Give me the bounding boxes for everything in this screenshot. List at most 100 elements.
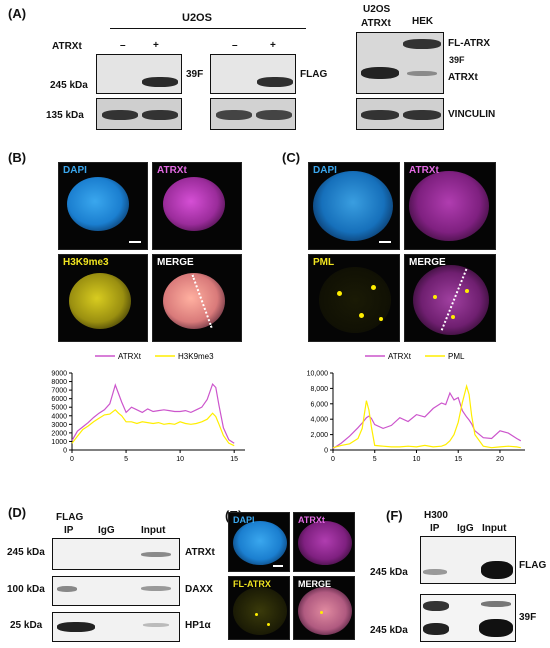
tile-label: DAPI <box>63 165 87 176</box>
lane-2-sign: + <box>153 40 159 51</box>
y-tick-label: 9000 <box>51 371 67 378</box>
d-ab-1: ATRXt <box>185 547 215 558</box>
tile-label: H3K9me3 <box>63 257 109 268</box>
panel-c-atrxt-tile: ATRXt <box>404 162 496 250</box>
y-tick-label: 0 <box>324 448 328 455</box>
atrxt-row-label: ATRXt <box>52 41 82 52</box>
d-mw-2: 100 kDa <box>7 584 45 595</box>
u2os-header-line <box>110 28 306 29</box>
panel-f-letter: (F) <box>386 508 403 523</box>
nucleus <box>319 267 391 333</box>
mw-245-label: 245 kDa <box>50 80 88 91</box>
tile-label: FL-ATRX <box>233 579 271 589</box>
pml-body <box>379 317 383 321</box>
pml-body <box>371 285 376 290</box>
blot-band <box>141 586 171 591</box>
tile-label: MERGE <box>157 257 194 268</box>
blot-band <box>407 71 437 76</box>
panel-c-letter: (C) <box>282 150 301 165</box>
pml-body <box>451 315 455 319</box>
ab-39f-small-label: 39F <box>449 55 465 65</box>
blot-band <box>403 110 441 120</box>
atrxt-band-label: ATRXt <box>448 72 478 83</box>
legend-label-atrxt: ATRXt <box>118 352 142 361</box>
panel-d-letter: (D) <box>8 505 27 520</box>
fl-atrx-label: FL-ATRX <box>448 38 491 49</box>
y-tick-label: 0 <box>63 448 67 455</box>
blot-vinculin-1 <box>96 98 182 130</box>
panel-b-h3k9me3-tile: H3K9me3 <box>58 254 148 342</box>
d-col-flag: FLAG <box>56 512 84 523</box>
nucleus <box>69 273 131 329</box>
blot-band <box>142 77 178 87</box>
scale-bar <box>129 241 141 243</box>
blot-band <box>479 619 513 637</box>
scale-bar <box>379 241 391 243</box>
nucleus <box>67 177 129 231</box>
blot-flag <box>210 54 296 94</box>
lane-4-sign: + <box>270 40 276 51</box>
x-tick-label: 0 <box>331 456 335 463</box>
f-ab-2: 39F <box>519 612 537 623</box>
blot-band <box>141 552 171 557</box>
chart-plot-area: 0 5 10 15 20 0 2,000 4,000 6,000 8,000 10,000 <box>307 371 525 463</box>
x-tick-label: 5 <box>373 456 377 463</box>
f-mw-1: 245 kDa <box>370 567 408 578</box>
x-tick-label: 5 <box>124 456 128 463</box>
nucleus <box>298 587 352 635</box>
nucleus <box>233 521 287 565</box>
nucleus <box>163 177 225 231</box>
blot-fl-atrx <box>356 32 444 94</box>
panel-e-atrxt-tile: ATRXt <box>293 512 355 572</box>
series-line-atrxt <box>71 382 235 444</box>
blot-band <box>423 601 449 611</box>
nucleus <box>413 265 489 335</box>
x-tick-label: 20 <box>496 456 504 463</box>
x-tick-label: 0 <box>70 456 74 463</box>
blot-band <box>423 623 449 635</box>
tile-label: ATRXt <box>157 165 187 176</box>
series-line-h3k9me3 <box>71 408 235 447</box>
blot-band <box>257 77 293 87</box>
d-mw-1: 245 kDa <box>7 547 45 558</box>
pml-body <box>359 313 364 318</box>
d-col-input: Input <box>141 525 166 536</box>
tile-label: DAPI <box>313 165 337 176</box>
y-tick-label: 6000 <box>51 396 67 403</box>
scale-bar <box>273 565 283 567</box>
panel-b-atrxt-tile: ATRXt <box>152 162 242 250</box>
lane-1-sign: – <box>120 40 126 51</box>
right-col1-line1: U2OS <box>363 4 391 15</box>
panel-a-letter: (A) <box>8 6 27 21</box>
blot-band <box>102 110 138 120</box>
mw-135-label: 135 kDa <box>46 110 84 121</box>
y-tick-label: 1000 <box>51 439 67 446</box>
d-ab-3: HP1α <box>185 620 211 631</box>
ab-39f-label: 39F <box>186 69 204 80</box>
x-tick-label: 15 <box>454 456 462 463</box>
blot-band <box>423 569 447 575</box>
right-col1-line2: ATRXt <box>361 18 391 29</box>
y-tick-label: 2,000 <box>310 432 328 439</box>
tile-label: MERGE <box>298 579 332 589</box>
panel-b-letter: (B) <box>8 150 27 165</box>
panel-e-dapi-tile: DAPI <box>228 512 290 572</box>
panel-c-merge-tile: MERGE <box>404 254 496 342</box>
panel-b-dapi-tile: DAPI <box>58 162 148 250</box>
legend-label-atrxt: ATRXt <box>388 352 412 361</box>
pml-body <box>465 289 469 293</box>
blot-band <box>481 601 511 607</box>
pml-body <box>433 295 437 299</box>
y-tick-label: 8000 <box>51 379 67 386</box>
tile-label: ATRXt <box>409 165 439 176</box>
series-line-atrxt <box>332 391 522 450</box>
y-tick-label: 4000 <box>51 413 67 420</box>
legend-label-h3k9me3: H3K9me3 <box>178 352 214 361</box>
blot-vinculin-3 <box>356 98 444 130</box>
nucleus <box>409 171 489 241</box>
blot-band <box>143 623 169 627</box>
y-tick-label: 10,000 <box>307 371 329 378</box>
d-blot-atrxt <box>52 538 180 570</box>
tile-label: MERGE <box>409 257 446 268</box>
